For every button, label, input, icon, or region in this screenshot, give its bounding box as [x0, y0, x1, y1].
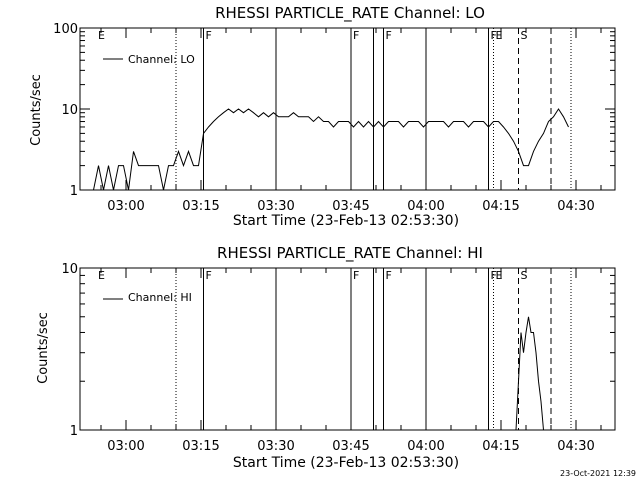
series-line-lo [93, 108, 569, 191]
flag-label-hi: F [491, 269, 497, 282]
x-tick-label-lo: 04:30 [557, 199, 594, 214]
flag-label-lo: F [386, 29, 392, 42]
y-axis-label-hi: Counts/sec [36, 312, 51, 384]
y-tick-label-lo: 100 [53, 22, 78, 37]
flag-label-hi: F [206, 269, 212, 282]
series-line-hi [515, 316, 546, 431]
flag-label-hi: F [386, 269, 392, 282]
flag-label-hi: E [496, 269, 503, 282]
flag-label-hi: S [521, 269, 528, 282]
x-tick-label-hi: 03:15 [182, 439, 219, 454]
x-tick-label-hi: 03:30 [257, 439, 294, 454]
y-tick-label-hi: 10 [61, 262, 78, 277]
legend-label-hi: Channel: HI [128, 291, 192, 304]
x-axis-label-lo: Start Time (23-Feb-13 02:53:30) [233, 213, 459, 229]
x-axis-label-hi: Start Time (23-Feb-13 02:53:30) [233, 455, 459, 471]
flag-label-lo: E [98, 29, 105, 42]
flag-label-lo: E [496, 29, 503, 42]
x-tick-label-lo: 04:15 [482, 199, 519, 214]
flag-label-lo: S [521, 29, 528, 42]
flag-label-lo: F [491, 29, 497, 42]
x-tick-label-lo: 03:00 [107, 199, 144, 214]
x-tick-label-hi: 03:45 [332, 439, 369, 454]
plot-frame-hi [79, 267, 616, 431]
chart-title-hi: RHESSI PARTICLE_RATE Channel: HI [217, 244, 483, 263]
x-tick-label-hi: 04:30 [557, 439, 594, 454]
footer-timestamp: 23-Oct-2021 12:39 [560, 469, 636, 478]
x-tick-label-lo: 04:00 [407, 199, 444, 214]
x-tick-label-hi: 04:00 [407, 439, 444, 454]
y-tick-label-lo: 1 [70, 184, 78, 199]
x-tick-label-lo: 03:30 [257, 199, 294, 214]
x-tick-label-lo: 03:15 [182, 199, 219, 214]
legend-label-lo: Channel: LO [128, 53, 195, 66]
x-tick-label-hi: 03:00 [107, 439, 144, 454]
x-tick-label-hi: 04:15 [482, 439, 519, 454]
y-axis-label-lo: Counts/sec [29, 74, 44, 146]
flag-label-hi: E [98, 269, 105, 282]
plot-panel-lo: 1 10 100 03:00 03:15 03:30 03:45 04:00 04:15 04:3… [53, 22, 616, 214]
y-tick-label-lo: 10 [61, 103, 78, 118]
flag-label-lo: F [353, 29, 359, 42]
chart-title-lo: RHESSI PARTICLE_RATE Channel: LO [215, 4, 485, 23]
y-tick-label-hi: 1 [70, 424, 78, 439]
flag-label-hi: F [353, 269, 359, 282]
x-tick-label-lo: 03:45 [332, 199, 369, 214]
flag-label-lo: F [206, 29, 212, 42]
